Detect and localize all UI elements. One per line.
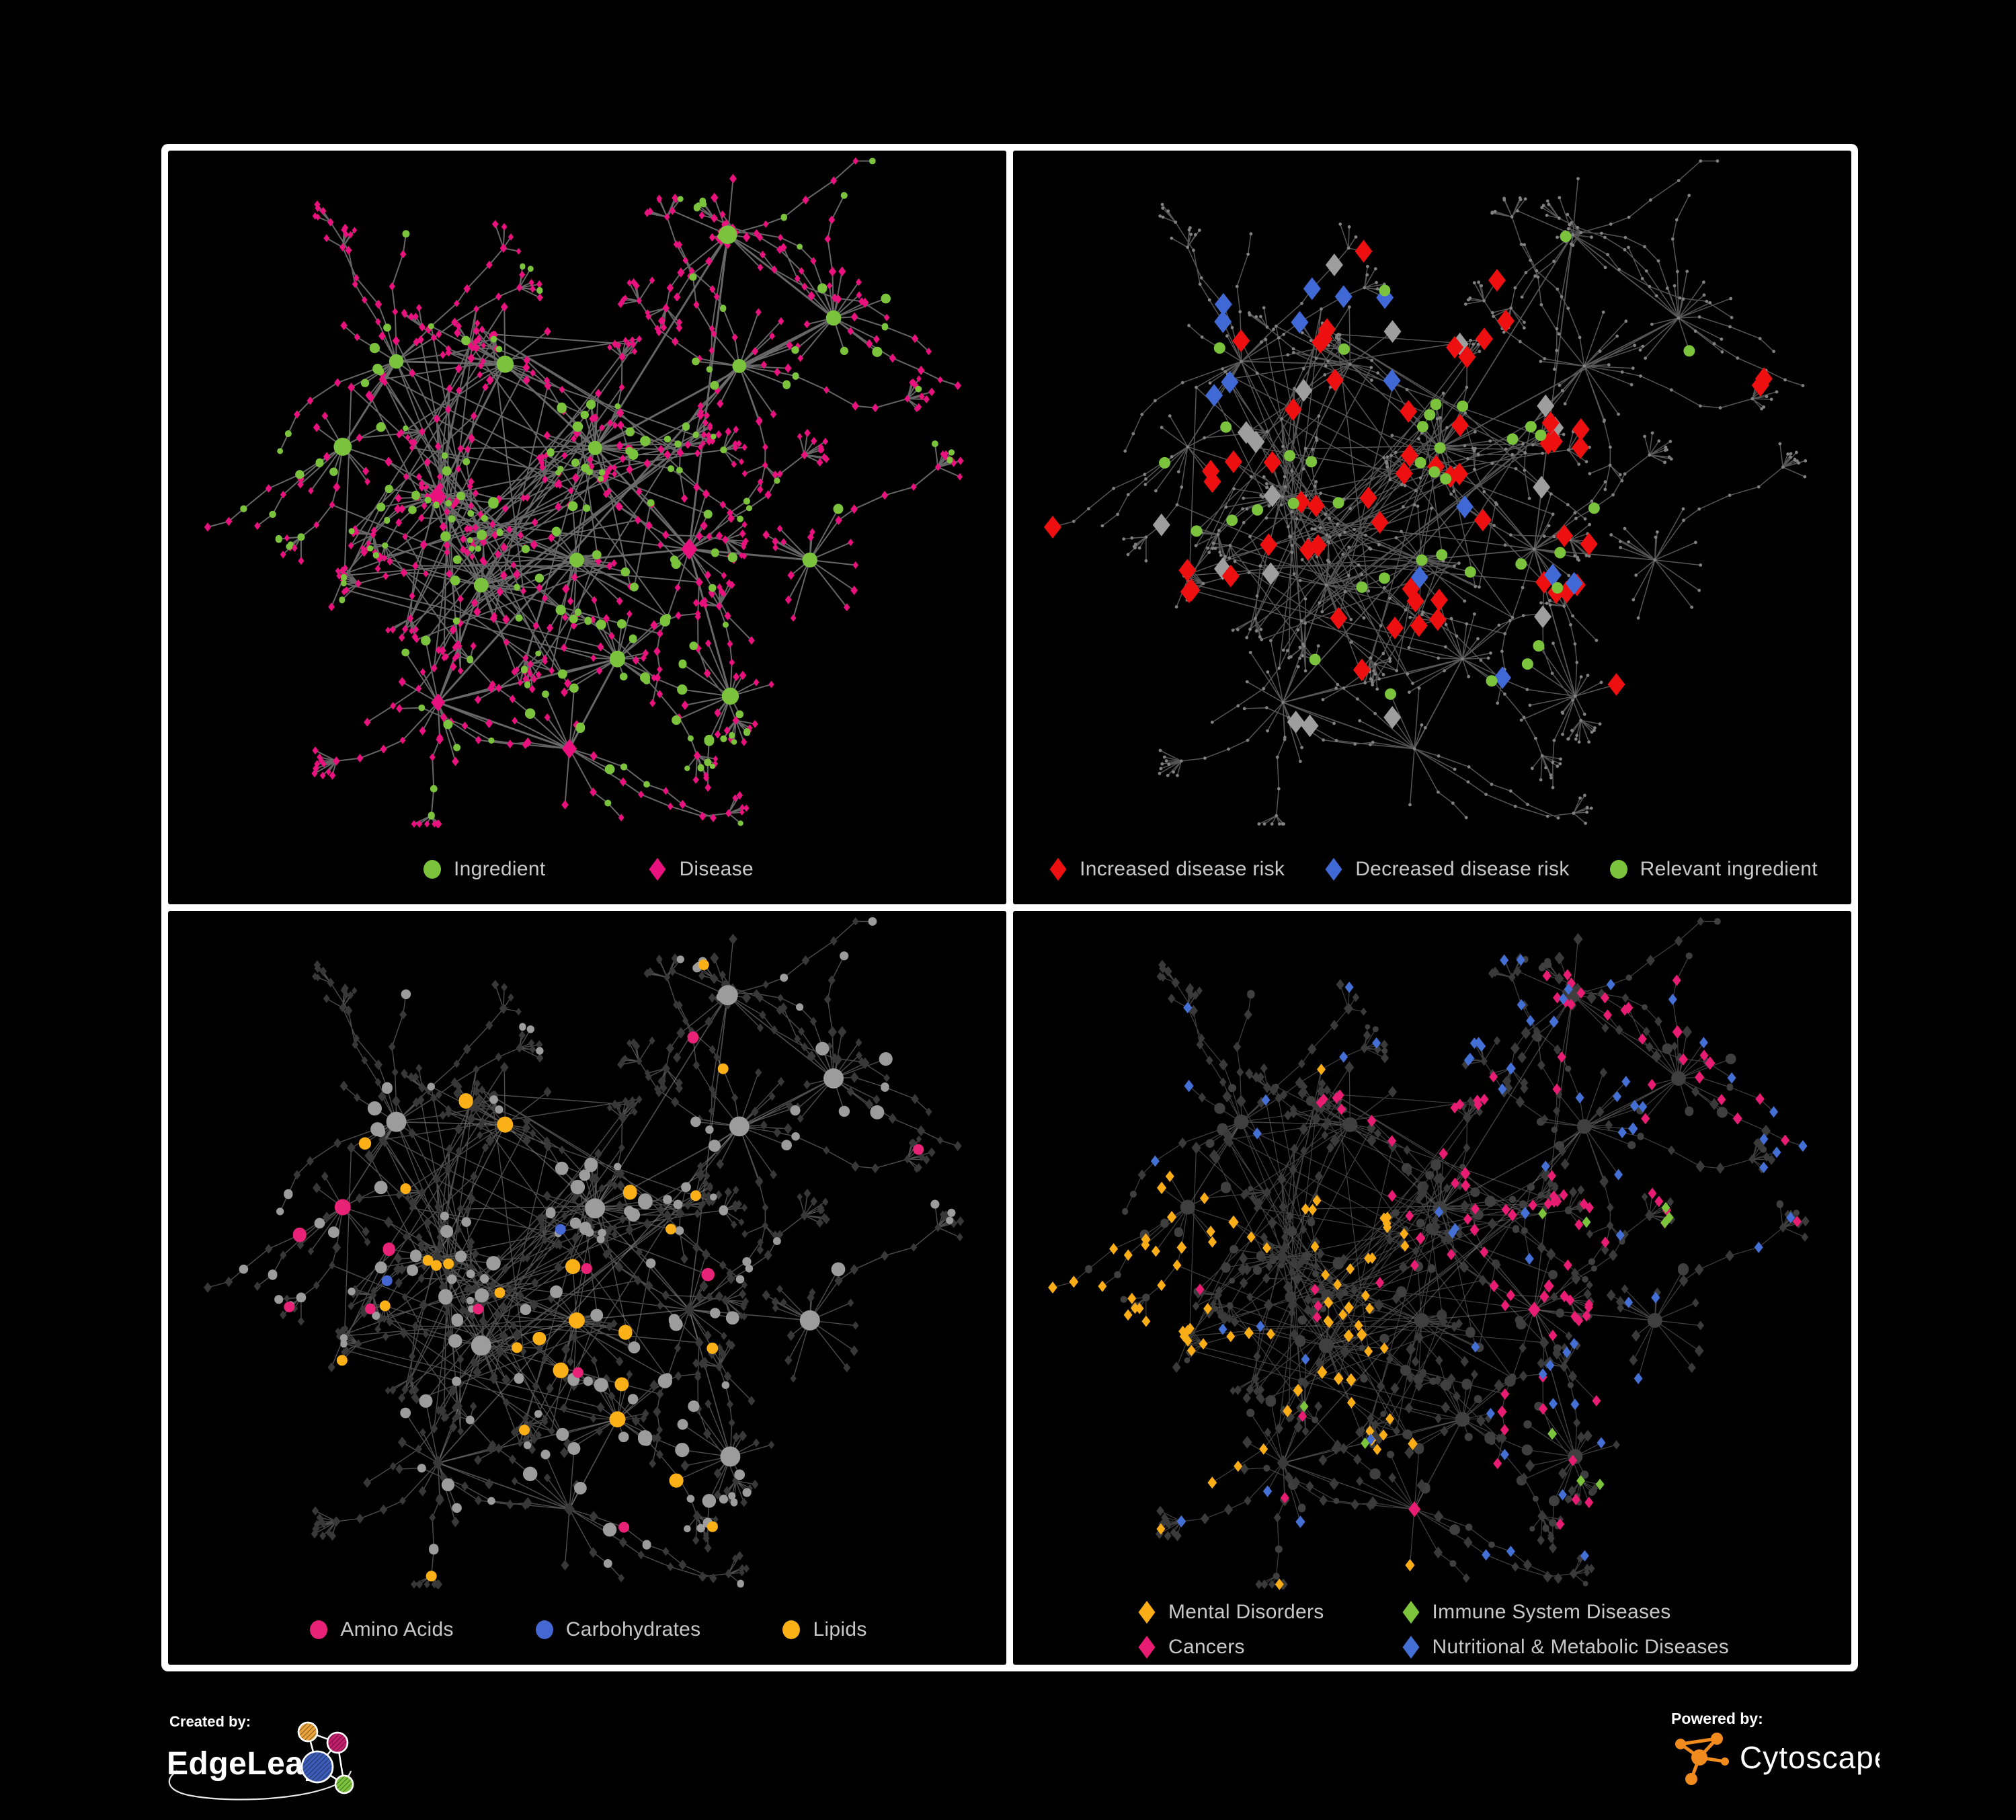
legend-item-disease: Disease — [646, 856, 754, 883]
legend-label: Nutritional & Metabolic Diseases — [1432, 1636, 1729, 1658]
ingredient-disease-graph — [204, 157, 964, 828]
legend-item-mental-disorders: Mental Disorders — [1135, 1599, 1324, 1626]
legend-label: Decreased disease risk — [1355, 858, 1570, 880]
legend-item-decreased-disease-risk: Decreased disease risk — [1322, 856, 1569, 883]
edgeleap-logo: Created by: EdgeLeap — [167, 1713, 354, 1801]
circle-marker — [535, 1620, 553, 1639]
legend-item-lipids: Lipids — [780, 1616, 866, 1643]
panel-nutrient-class-network: Amino Acids Carbohydrates Lipids — [168, 911, 1006, 1665]
edgeleap-glyph-nodes — [297, 1721, 354, 1794]
figure-grid: Ingredient Disease Increased disease risk… — [161, 144, 1858, 1671]
legend-label: Disease — [679, 858, 754, 880]
legend-item-nutritional-metabolic-diseases: Nutritional & Metabolic Diseases — [1400, 1634, 1729, 1661]
legend-item-relevant-ingredient: Relevant ingredient — [1607, 856, 1818, 883]
legend-label: Lipids — [813, 1618, 867, 1640]
panel-disease-risk-network: Increased disease risk Decreased disease … — [1013, 151, 1851, 904]
legend-label: Relevant ingredient — [1640, 858, 1818, 880]
diamond-marker — [1402, 1601, 1420, 1624]
nutritional-nodes — [1150, 954, 1808, 1562]
legend-item-cancers: Cancers — [1135, 1634, 1324, 1661]
created-by-label: Created by: — [169, 1713, 251, 1730]
legend-label: Ingredient — [454, 858, 546, 880]
nutrient-class-graph — [204, 917, 965, 1589]
circle-marker — [424, 860, 442, 879]
legend-ingredient-disease: Ingredient Disease — [168, 834, 1006, 904]
disease-category-graph — [1048, 916, 1810, 1590]
diamond-marker — [649, 858, 666, 881]
legend-disease-risk: Increased disease risk Decreased disease … — [1013, 834, 1851, 904]
diamond-marker — [1138, 1601, 1156, 1624]
legend-item-amino-acids: Amino Acids — [307, 1616, 453, 1643]
legend-label: Amino Acids — [340, 1618, 454, 1640]
edges — [1052, 160, 1806, 825]
powered-by-label: Powered by: — [1671, 1710, 1763, 1727]
legend-label: Cancers — [1168, 1636, 1245, 1658]
circle-marker — [1609, 860, 1627, 879]
disease-nodes — [1137, 916, 1810, 1590]
legend-label: Mental Disorders — [1168, 1601, 1324, 1623]
legend-label: Increased disease risk — [1080, 858, 1285, 880]
cytoscape-brand-text: Cytoscape — [1740, 1740, 1880, 1775]
diamond-marker — [1325, 858, 1342, 881]
legend-item-carbohydrates: Carbohydrates — [533, 1616, 701, 1643]
legend-disease-category: Mental Disorders Immune System Diseases Ca… — [1013, 1595, 1851, 1665]
ingredient-nodes — [239, 917, 956, 1588]
edgeleap-brand-text: EdgeLeap — [167, 1746, 323, 1782]
panel-ingredient-disease-network: Ingredient Disease — [168, 151, 1006, 904]
circle-marker — [782, 1620, 801, 1639]
disease-risk-graph — [1044, 159, 1808, 826]
legend-label: Carbohydrates — [565, 1618, 701, 1640]
diamond-marker — [1402, 1636, 1420, 1659]
cytoscape-logo: Powered by: Cytoscape — [1671, 1710, 1880, 1785]
diamond-marker — [1138, 1636, 1156, 1659]
legend-item-ingredient: Ingredient — [421, 856, 545, 883]
panel-disease-category-network: Mental Disorders Immune System Diseases Ca… — [1013, 911, 1851, 1665]
legend-nutrient-class: Amino Acids Carbohydrates Lipids — [168, 1595, 1006, 1665]
edgeleap-swoosh — [168, 1770, 352, 1801]
circle-marker — [310, 1620, 328, 1639]
legend-item-immune-system-diseases: Immune System Diseases — [1400, 1599, 1729, 1626]
legend-label: Immune System Diseases — [1432, 1601, 1671, 1623]
cytoscape-glyph-nodes — [1675, 1733, 1729, 1785]
legend-item-increased-disease-risk: Increased disease risk — [1047, 856, 1285, 883]
increased-nodes — [1044, 239, 1773, 696]
diamond-marker — [1049, 858, 1067, 881]
base-nodes — [1051, 159, 1808, 826]
